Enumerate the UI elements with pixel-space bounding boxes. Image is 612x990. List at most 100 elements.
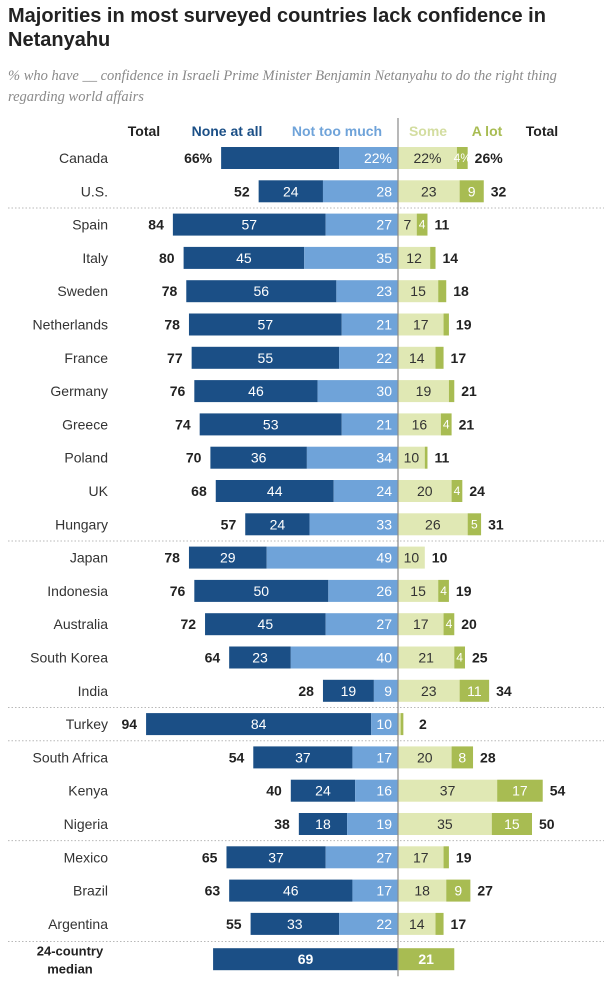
value-label-a-lot: 4 <box>443 417 450 431</box>
bar-none-at-all <box>205 613 326 636</box>
bar-none-at-all <box>146 713 372 736</box>
value-label-not-too-much: 49 <box>376 550 392 566</box>
bar-a-lot <box>424 446 428 469</box>
bar-not-too-much <box>322 180 398 203</box>
bar-none-at-all <box>172 213 326 236</box>
total-positive: 19 <box>456 317 472 333</box>
bar-not-too-much <box>373 679 398 702</box>
total-negative: 84 <box>148 217 164 233</box>
total-negative: 72 <box>180 616 196 632</box>
value-label-none-at-all: 24 <box>283 183 299 199</box>
total-negative: 70 <box>186 450 202 466</box>
bar-a-lot <box>443 313 449 336</box>
value-label-none-at-all: 37 <box>268 849 284 865</box>
bar-not-too-much <box>309 513 398 536</box>
total-negative: 78 <box>164 550 180 566</box>
value-label-some: 20 <box>417 749 433 765</box>
total-positive: 11 <box>434 217 449 233</box>
value-label-not-too-much: 22% <box>364 150 392 166</box>
median-value-negative: 69 <box>298 951 314 967</box>
country-label: Nigeria <box>64 816 109 832</box>
value-label-not-too-much: 28 <box>376 183 392 199</box>
bar-some <box>398 546 425 569</box>
total-negative: 76 <box>170 583 186 599</box>
value-label-a-lot: 4% <box>454 151 472 165</box>
value-label-none-at-all: 55 <box>258 350 274 366</box>
value-label-some: 17 <box>413 849 429 865</box>
value-label-some: 37 <box>440 783 456 799</box>
total-positive: 31 <box>488 516 504 532</box>
value-label-some: 23 <box>421 183 437 199</box>
median-bar-negative <box>213 948 398 971</box>
value-label-none-at-all: 24 <box>270 516 286 532</box>
value-label-not-too-much: 40 <box>376 650 392 666</box>
total-positive: 19 <box>456 849 472 865</box>
total-positive: 34 <box>496 683 512 699</box>
bar-a-lot <box>440 413 452 436</box>
total-negative: 65 <box>202 849 218 865</box>
bar-not-too-much <box>336 280 398 303</box>
header-a-lot: A lot <box>472 123 503 139</box>
bar-not-too-much <box>355 779 398 802</box>
bar-not-too-much <box>290 646 398 669</box>
value-label-not-too-much: 27 <box>376 849 392 865</box>
header-not-too-much: Not too much <box>292 123 382 139</box>
bar-some <box>398 713 401 736</box>
bar-none-at-all <box>194 579 329 602</box>
total-negative: 40 <box>266 783 282 799</box>
country-label: South Korea <box>30 650 108 666</box>
bar-some <box>398 180 460 203</box>
total-positive: 17 <box>451 916 467 932</box>
bar-a-lot <box>456 147 468 169</box>
bar-a-lot <box>459 679 490 702</box>
total-positive: 11 <box>434 450 449 466</box>
bar-a-lot <box>459 180 484 203</box>
bar-not-too-much <box>333 480 398 502</box>
value-label-a-lot: 8 <box>458 749 466 765</box>
total-positive: 2 <box>419 716 427 732</box>
value-label-some: 15 <box>410 583 426 599</box>
bar-some <box>398 846 444 869</box>
value-label-none-at-all: 50 <box>254 583 270 599</box>
value-label-not-too-much: 21 <box>376 416 392 432</box>
country-label: Sweden <box>57 283 108 299</box>
bar-some <box>398 912 436 935</box>
total-negative: 28 <box>298 683 314 699</box>
total-negative: 94 <box>122 716 138 732</box>
bar-none-at-all <box>194 380 318 403</box>
value-label-none-at-all: 33 <box>287 916 303 932</box>
country-label: Italy <box>82 250 108 266</box>
total-negative: 55 <box>226 916 242 932</box>
bar-some <box>398 346 436 369</box>
bar-none-at-all <box>253 746 353 769</box>
bar-not-too-much <box>266 546 398 569</box>
bar-some <box>398 480 452 502</box>
total-negative: 57 <box>221 516 237 532</box>
value-label-a-lot: 4 <box>454 484 461 498</box>
bar-a-lot <box>443 846 449 869</box>
value-label-not-too-much: 24 <box>376 483 392 499</box>
value-label-not-too-much: 33 <box>376 516 392 532</box>
bar-a-lot <box>491 813 532 835</box>
bar-not-too-much <box>341 413 398 436</box>
value-label-not-too-much: 23 <box>376 283 392 299</box>
bar-not-too-much <box>347 813 398 835</box>
bar-some <box>398 513 468 536</box>
bar-none-at-all <box>191 346 340 369</box>
median-label-line2: median <box>47 962 93 977</box>
bar-none-at-all <box>215 480 334 502</box>
bar-some <box>398 579 439 602</box>
total-negative: 66% <box>184 150 213 166</box>
bar-none-at-all <box>183 246 305 269</box>
value-label-not-too-much: 27 <box>376 217 392 233</box>
value-label-some: 20 <box>417 483 433 499</box>
value-label-not-too-much: 30 <box>376 383 392 399</box>
bar-none-at-all <box>290 779 356 802</box>
bar-none-at-all <box>186 280 337 303</box>
country-label: Hungary <box>55 516 108 532</box>
bar-a-lot <box>400 713 404 736</box>
total-positive: 25 <box>472 650 488 666</box>
value-label-none-at-all: 23 <box>252 650 268 666</box>
bar-a-lot <box>451 746 474 769</box>
